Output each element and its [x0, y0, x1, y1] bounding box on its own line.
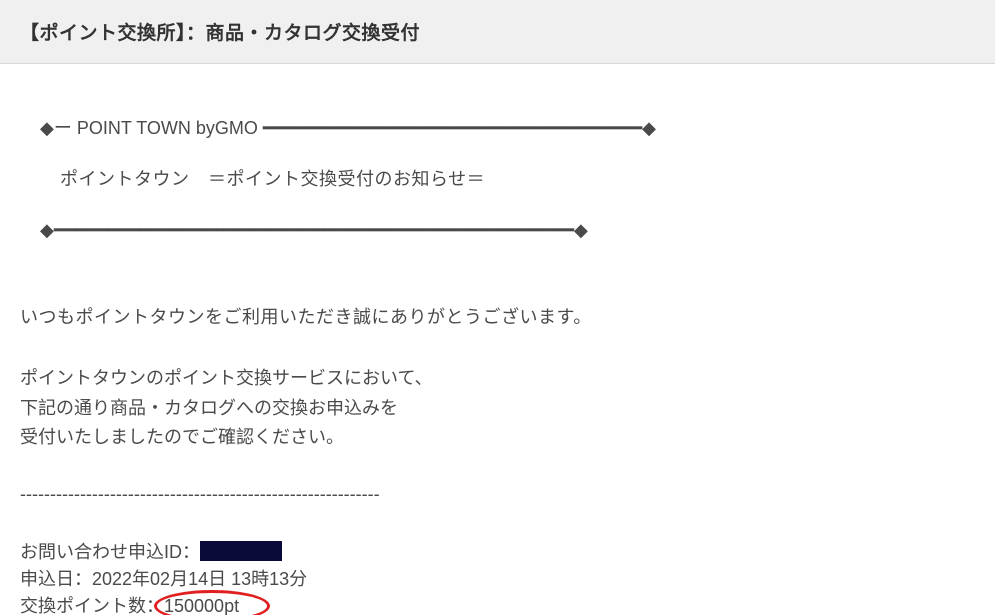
apply-date-value: 2022年02月14日 13時13分 — [92, 569, 307, 589]
page-title: 【ポイント交換所】：商品・カタログ交換受付 — [20, 18, 975, 45]
banner-diamond: ◆ — [40, 220, 54, 240]
inquiry-id-row: お問い合わせ申込ID： — [20, 541, 975, 564]
intro-paragraph: ポイントタウンのポイント交換サービスにおいて、 下記の通り商品・カタログへの交換… — [20, 367, 975, 449]
divider-dashes: ----------------------------------------… — [20, 483, 975, 506]
email-body: ◆ー POINT TOWN byGMO ━━━━━━━━━━━━━━━━━━━━… — [0, 64, 995, 615]
intro-line-2: 下記の通り商品・カタログへの交換お申込みを — [20, 397, 975, 420]
banner-line-1: ◆ー POINT TOWN byGMO ━━━━━━━━━━━━━━━━━━━━… — [20, 94, 975, 164]
banner-dash-1: ━━━━━━━━━━━━━━━━━━━━━━━━━━━━━━━━━━━◆ — [263, 118, 656, 138]
application-details: お問い合わせ申込ID： 申込日：2022年02月14日 13時13分 交換ポイン… — [20, 541, 975, 615]
greeting-text: いつもポイントタウンをご利用いただき誠にありがとうございます。 — [20, 306, 975, 329]
banner-brand: ◆ー POINT TOWN byGMO — [40, 118, 263, 138]
header-bar: 【ポイント交換所】：商品・カタログ交換受付 — [0, 0, 995, 64]
exchange-points-value: 150000pt — [164, 596, 239, 615]
banner-line-2: ポイントタウン ＝ポイント交換受付のお知らせ＝ — [20, 168, 975, 191]
redacted-block — [200, 541, 282, 561]
intro-line-1: ポイントタウンのポイント交換サービスにおいて、 — [20, 367, 975, 390]
exchange-points-row: 交換ポイント数：150000pt — [20, 595, 975, 615]
banner-line-3: ◆━━━━━━━━━━━━━━━━━━━━━━━━━━━━━━━━━━━━━━━… — [20, 196, 975, 266]
exchange-points-wrap: 150000pt — [164, 595, 239, 615]
apply-date-row: 申込日：2022年02月14日 13時13分 — [20, 568, 975, 591]
banner-dash-3: ━━━━━━━━━━━━━━━━━━━━━━━━━━━━━━━━━━━━━━━━… — [54, 220, 588, 240]
inquiry-id-label: お問い合わせ申込ID： — [20, 542, 200, 562]
exchange-points-label: 交換ポイント数： — [20, 596, 164, 615]
apply-date-label: 申込日： — [20, 569, 92, 589]
intro-line-3: 受付いたしましたのでご確認ください。 — [20, 426, 975, 449]
